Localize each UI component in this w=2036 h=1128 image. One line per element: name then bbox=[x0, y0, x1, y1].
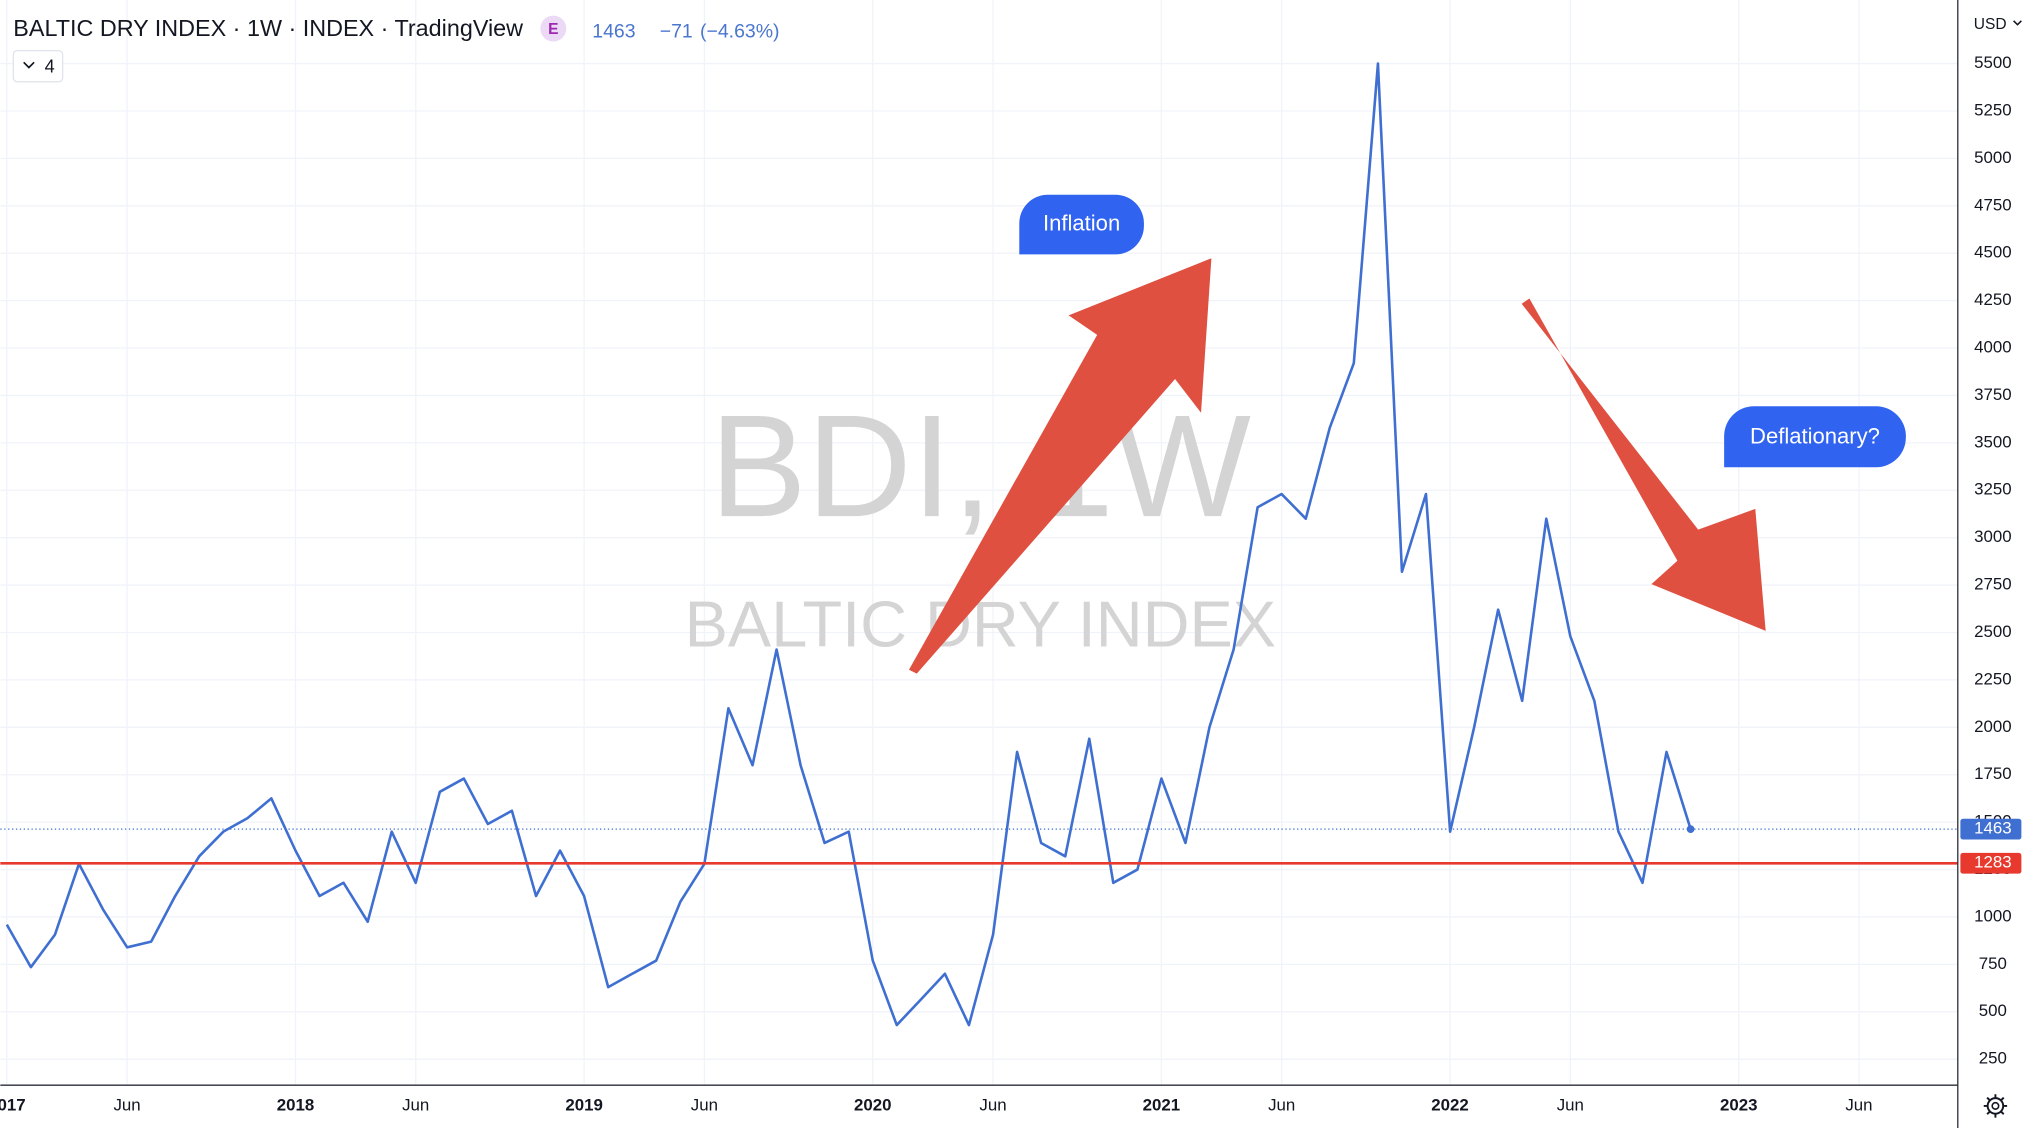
x-tick-label: Jun bbox=[1845, 1095, 1872, 1114]
hline-label: 1283 bbox=[1974, 853, 2012, 872]
x-tick-label: Jun bbox=[1268, 1095, 1295, 1114]
y-tick-label: 3250 bbox=[1974, 480, 2012, 499]
callout-text: Deflationary? bbox=[1750, 423, 1880, 448]
callout bbox=[1724, 406, 1906, 468]
y-tick-label: 5250 bbox=[1974, 100, 2012, 119]
hline-tag bbox=[1960, 852, 2022, 874]
y-tick-label: 1000 bbox=[1974, 906, 2012, 925]
y-tick-label: 4250 bbox=[1974, 290, 2012, 309]
y-tick-label: 4750 bbox=[1974, 195, 2012, 214]
currency-caret bbox=[2013, 20, 2022, 26]
x-tick-label: 2020 bbox=[854, 1095, 892, 1114]
y-tick-label: 4000 bbox=[1974, 337, 2012, 356]
arrow-down bbox=[1521, 298, 1766, 631]
exchange-badge-bg bbox=[540, 15, 567, 42]
caret bbox=[23, 61, 35, 69]
change: −71 bbox=[660, 21, 693, 43]
y-tick-label: 2250 bbox=[1974, 669, 2012, 688]
y-tick-label: 2500 bbox=[1974, 622, 2012, 641]
grid bbox=[0, 0, 1958, 1086]
last-price: 1463 bbox=[592, 21, 635, 43]
price-axis-bg bbox=[1957, 0, 2036, 1128]
interval-badge[interactable]: 4 bbox=[45, 56, 55, 76]
y-tick-label: 3000 bbox=[1974, 527, 2012, 546]
y-tick-label: 5000 bbox=[1974, 148, 2012, 167]
callout-text: Inflation bbox=[1043, 210, 1120, 235]
change-pct: (−4.63%) bbox=[700, 21, 780, 43]
y-tick-label: 750 bbox=[1979, 954, 2007, 973]
watermark: BDI, 1W bbox=[710, 384, 1251, 547]
plot bbox=[0, 62, 1958, 1027]
y-tick-label: 2750 bbox=[1974, 575, 2012, 594]
last-price-tag bbox=[1960, 818, 2022, 840]
x-tick-label: Jun bbox=[691, 1095, 718, 1114]
collapse-button[interactable] bbox=[12, 49, 64, 83]
x-tick-label: 2021 bbox=[1143, 1095, 1181, 1114]
price-line bbox=[5, 62, 1692, 1027]
y-tick-label: 4500 bbox=[1974, 243, 2012, 262]
y-tick-label: 500 bbox=[1979, 1001, 2007, 1020]
chart-title: BALTIC DRY INDEX · 1W · INDEX · TradingV… bbox=[13, 15, 523, 41]
y-tick-label: 250 bbox=[1979, 1049, 2007, 1068]
y-tick-label: 2000 bbox=[1974, 717, 2012, 736]
exchange-badge: E bbox=[548, 21, 558, 38]
last-price-label: 1463 bbox=[1974, 819, 2012, 838]
y-tick-label: 1750 bbox=[1974, 764, 2012, 783]
settings-icon[interactable] bbox=[1983, 1094, 2008, 1118]
x-tick-label: Jun bbox=[1557, 1095, 1584, 1114]
arrow-up bbox=[908, 258, 1212, 674]
x-tick-label: 2019 bbox=[565, 1095, 603, 1114]
y-tick-label: 3500 bbox=[1974, 432, 2012, 451]
x-tick-label: 2017 bbox=[0, 1095, 26, 1114]
currency: USD bbox=[1974, 16, 2007, 33]
x-tick-label: 2022 bbox=[1431, 1095, 1469, 1114]
axes: 2505007501000125015001750200022502500275… bbox=[0, 53, 2022, 1114]
y-tick-label: 3750 bbox=[1974, 385, 2012, 404]
callout bbox=[1019, 194, 1144, 255]
y-tick-label: 5500 bbox=[1974, 53, 2012, 72]
last-point bbox=[1686, 825, 1695, 834]
x-tick-label: Jun bbox=[113, 1095, 140, 1114]
x-tick-label: Jun bbox=[979, 1095, 1006, 1114]
x-tick-label: 2023 bbox=[1720, 1095, 1758, 1114]
x-tick-label: 2018 bbox=[277, 1095, 315, 1114]
x-tick-label: Jun bbox=[402, 1095, 429, 1114]
time-axis-bg bbox=[0, 1086, 1958, 1128]
